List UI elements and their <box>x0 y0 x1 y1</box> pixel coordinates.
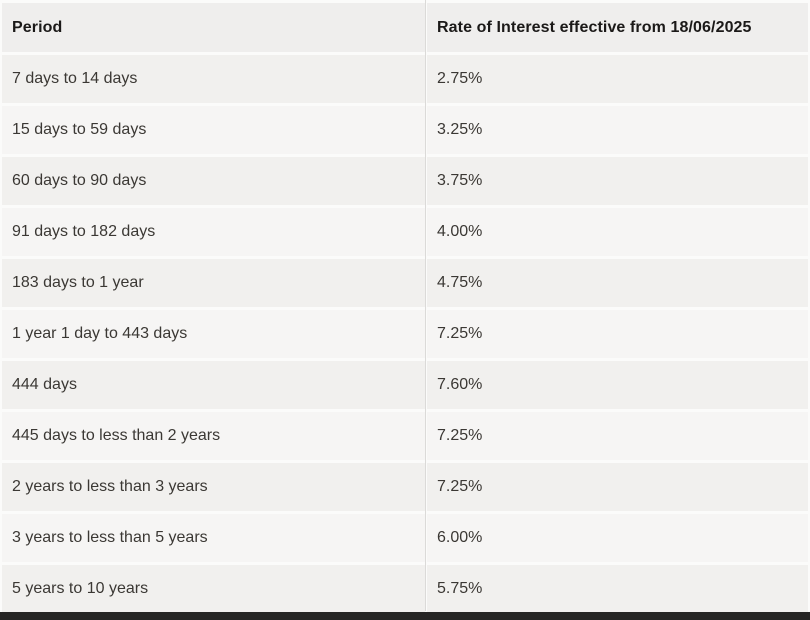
rate-cell: 7.60% <box>427 361 808 409</box>
period-cell: 1 year 1 day to 443 days <box>2 310 425 358</box>
table-header-row: Period Rate of Interest effective from 1… <box>2 3 808 52</box>
rate-cell: 2.75% <box>427 55 808 103</box>
table-row: 3 years to less than 5 years 6.00% <box>2 514 808 562</box>
rate-cell: 7.25% <box>427 310 808 358</box>
rate-cell: 7.25% <box>427 463 808 511</box>
rate-cell: 5.75% <box>427 565 808 613</box>
period-cell: 91 days to 182 days <box>2 208 425 256</box>
rate-cell: 4.75% <box>427 259 808 307</box>
rate-cell: 3.75% <box>427 157 808 205</box>
rate-cell: 6.00% <box>427 514 808 562</box>
period-cell: 7 days to 14 days <box>2 55 425 103</box>
period-cell: 15 days to 59 days <box>2 106 425 154</box>
table-row: 91 days to 182 days 4.00% <box>2 208 808 256</box>
period-cell: 3 years to less than 5 years <box>2 514 425 562</box>
table-header-period: Period <box>2 3 425 52</box>
table-row: 2 years to less than 3 years 7.25% <box>2 463 808 511</box>
table-row: 183 days to 1 year 4.75% <box>2 259 808 307</box>
table-row: 60 days to 90 days 3.75% <box>2 157 808 205</box>
rate-cell: 3.25% <box>427 106 808 154</box>
dark-footer-bar <box>0 612 810 620</box>
period-cell: 60 days to 90 days <box>2 157 425 205</box>
table-row: 444 days 7.60% <box>2 361 808 409</box>
table-row: 1 year 1 day to 443 days 7.25% <box>2 310 808 358</box>
period-cell: 444 days <box>2 361 425 409</box>
table-row: 5 years to 10 years 5.75% <box>2 565 808 613</box>
period-cell: 2 years to less than 3 years <box>2 463 425 511</box>
period-cell: 5 years to 10 years <box>2 565 425 613</box>
table-row: 445 days to less than 2 years 7.25% <box>2 412 808 460</box>
table-row: 7 days to 14 days 2.75% <box>2 55 808 103</box>
rate-cell: 7.25% <box>427 412 808 460</box>
table-header-rate: Rate of Interest effective from 18/06/20… <box>427 3 808 52</box>
table-row: 15 days to 59 days 3.25% <box>2 106 808 154</box>
rate-cell: 4.00% <box>427 208 808 256</box>
period-cell: 183 days to 1 year <box>2 259 425 307</box>
period-cell: 445 days to less than 2 years <box>2 412 425 460</box>
